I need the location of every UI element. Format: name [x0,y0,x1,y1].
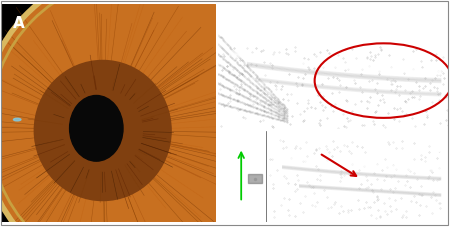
Text: B: B [227,10,239,25]
Circle shape [0,0,289,227]
Circle shape [34,61,171,201]
Text: A: A [13,15,25,30]
Bar [248,174,262,183]
Text: C: C [432,139,443,154]
Ellipse shape [14,119,21,121]
Ellipse shape [70,96,123,161]
